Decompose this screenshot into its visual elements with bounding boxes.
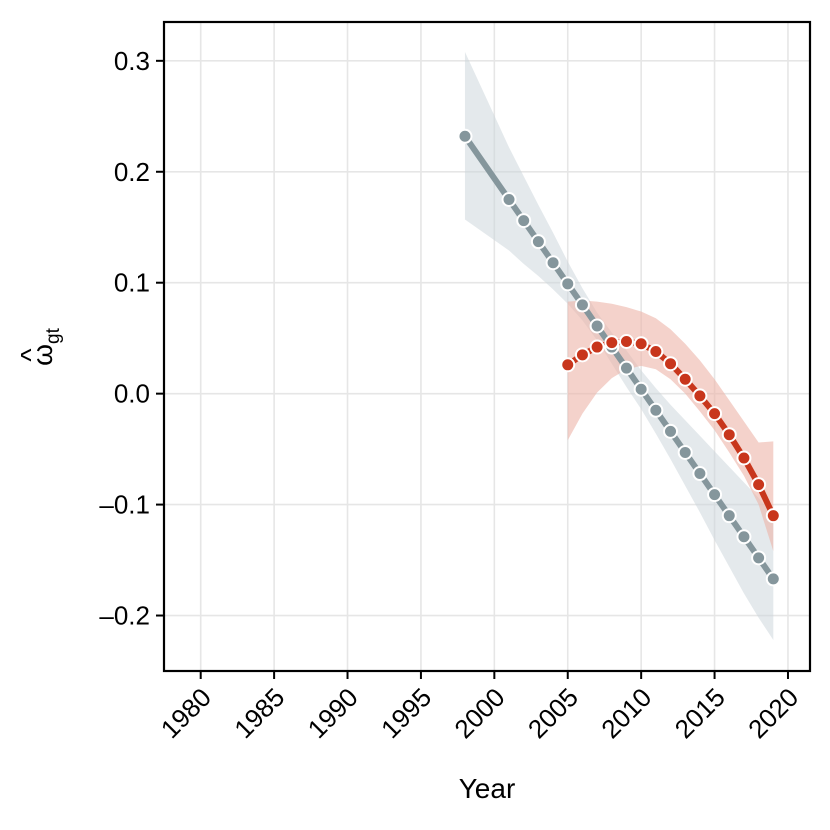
y-axis-title-hat: ^ bbox=[15, 348, 46, 361]
x-axis-title: Year bbox=[459, 773, 516, 804]
series-1-point bbox=[707, 487, 723, 503]
series-1-point bbox=[574, 297, 590, 313]
y-axis-title-base: ω bbox=[27, 344, 58, 366]
series-1-point bbox=[648, 402, 664, 418]
series-1-point bbox=[516, 213, 532, 229]
series-points bbox=[457, 128, 781, 587]
series-2-point bbox=[589, 339, 605, 355]
y-axis-title: ωgt ^ bbox=[15, 327, 64, 365]
series-1-point bbox=[692, 466, 708, 482]
series-1-point bbox=[545, 255, 561, 271]
series-1-point bbox=[457, 128, 473, 144]
series-2-point bbox=[692, 388, 708, 404]
series-2-point bbox=[663, 356, 679, 372]
series-1-point bbox=[560, 276, 576, 292]
y-tick-label: 0.0 bbox=[114, 379, 150, 409]
series-2-point bbox=[574, 347, 590, 363]
series-2-point bbox=[736, 450, 752, 466]
series-1-point bbox=[663, 423, 679, 439]
series-1-point bbox=[633, 381, 649, 397]
y-tick-label: 0.3 bbox=[114, 46, 150, 76]
series-2-point bbox=[765, 508, 781, 524]
series-2-point bbox=[618, 334, 634, 350]
series-2-point bbox=[721, 427, 737, 443]
y-tick-label: 0.2 bbox=[114, 157, 150, 187]
series-1-point bbox=[618, 360, 634, 376]
series-2-ribbon bbox=[567, 300, 774, 552]
series-1-point bbox=[721, 508, 737, 524]
series-2-point bbox=[751, 477, 767, 493]
y-axis-title-sub: gt bbox=[43, 327, 64, 344]
series-1-point bbox=[501, 192, 517, 208]
svg-text:ωgt: ωgt bbox=[27, 327, 64, 365]
plot-frame bbox=[162, 20, 812, 673]
series-2-point bbox=[707, 406, 723, 422]
series-1-point bbox=[530, 234, 546, 250]
series-1-point bbox=[677, 444, 693, 460]
y-tick-label: –0.1 bbox=[99, 490, 150, 520]
series-2-point bbox=[560, 357, 576, 373]
y-tick-label: 0.1 bbox=[114, 268, 150, 298]
series-2-point bbox=[677, 371, 693, 387]
y-tick-label: –0.2 bbox=[99, 601, 150, 631]
series-1-point bbox=[589, 318, 605, 334]
series-2-point bbox=[648, 343, 664, 359]
series-1-point bbox=[751, 550, 767, 566]
series-1-point bbox=[765, 571, 781, 587]
series-1-point bbox=[736, 529, 752, 545]
series-2-point bbox=[604, 335, 620, 351]
series-2-point bbox=[633, 336, 649, 352]
